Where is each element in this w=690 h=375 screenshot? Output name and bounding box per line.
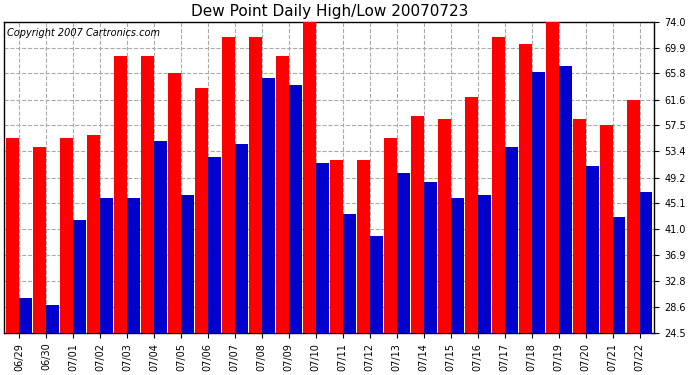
Bar	[141, 56, 154, 375]
Bar	[437, 119, 451, 375]
Bar	[181, 195, 194, 375]
Bar	[127, 198, 140, 375]
Bar	[154, 141, 167, 375]
Bar	[60, 138, 73, 375]
Bar	[235, 144, 248, 375]
Bar	[6, 138, 19, 375]
Bar	[330, 160, 343, 375]
Bar	[640, 192, 653, 375]
Bar	[222, 38, 235, 375]
Bar	[492, 38, 504, 375]
Title: Dew Point Daily High/Low 20070723: Dew Point Daily High/Low 20070723	[190, 4, 468, 19]
Bar	[208, 157, 221, 375]
Bar	[613, 217, 626, 375]
Bar	[276, 56, 289, 375]
Bar	[464, 97, 477, 375]
Bar	[546, 22, 559, 375]
Bar	[87, 135, 100, 375]
Bar	[424, 182, 437, 375]
Text: Copyright 2007 Cartronics.com: Copyright 2007 Cartronics.com	[8, 28, 160, 38]
Bar	[249, 38, 262, 375]
Bar	[504, 147, 518, 375]
Bar	[114, 56, 127, 375]
Bar	[33, 147, 46, 375]
Bar	[195, 88, 208, 375]
Bar	[343, 213, 356, 375]
Bar	[289, 85, 302, 375]
Bar	[627, 100, 640, 375]
Bar	[303, 22, 316, 375]
Bar	[477, 195, 491, 375]
Bar	[411, 116, 424, 375]
Bar	[73, 220, 86, 375]
Bar	[316, 163, 328, 375]
Bar	[100, 198, 113, 375]
Bar	[262, 78, 275, 375]
Bar	[357, 160, 370, 375]
Bar	[384, 138, 397, 375]
Bar	[46, 305, 59, 375]
Bar	[586, 166, 598, 375]
Bar	[397, 172, 410, 375]
Bar	[19, 298, 32, 375]
Bar	[451, 198, 464, 375]
Bar	[370, 236, 383, 375]
Bar	[168, 73, 181, 375]
Bar	[600, 126, 613, 375]
Bar	[519, 44, 531, 375]
Bar	[531, 72, 544, 375]
Bar	[573, 119, 586, 375]
Bar	[559, 66, 571, 375]
